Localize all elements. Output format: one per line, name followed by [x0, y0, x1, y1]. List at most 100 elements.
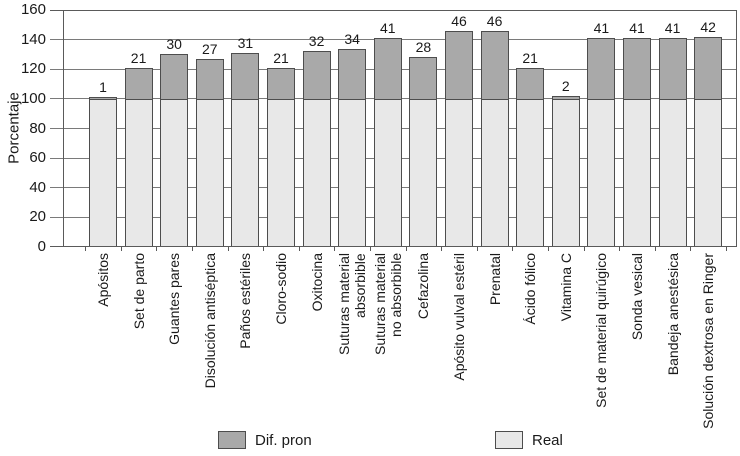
category-label: Guantes pares: [166, 253, 182, 345]
x-axis-tick: [726, 247, 727, 251]
plot-area: [50, 10, 737, 247]
bar-segment-real: [267, 98, 295, 247]
x-axis-tick: [192, 247, 193, 251]
category-label: Oxitocina: [309, 253, 325, 311]
category-label: Bandeja anestésica: [665, 253, 681, 375]
x-axis-tick: [227, 247, 229, 251]
category-label: Set de parto: [131, 253, 147, 329]
bar-segment-dif: [551, 95, 580, 100]
legend-item: Real: [495, 430, 563, 450]
y-axis-tick: [50, 246, 63, 247]
category-label: Paños estériles: [237, 253, 253, 349]
bar-segment-dif: [267, 67, 295, 100]
x-axis-tick: [156, 247, 158, 251]
x-axis-tick: [512, 247, 514, 251]
x-axis-tick: [583, 247, 585, 251]
bar-segment-dif: [516, 67, 545, 100]
x-axis-tick: [654, 247, 656, 251]
bar-segment-real: [551, 98, 580, 247]
category-label-text: Suturas material no absorbible: [371, 253, 404, 355]
category-label-text: Set de parto: [130, 253, 147, 330]
bar-segment-dif: [231, 52, 260, 100]
y-tick-label: 0: [37, 238, 46, 255]
category-label-text: Disolución antiséptica: [201, 253, 218, 389]
x-axis-tick: [120, 247, 122, 251]
category-label: Disolución antiséptica: [202, 253, 218, 388]
bar-value-label: 42: [700, 18, 716, 35]
category-label-text: Paños estériles: [237, 253, 254, 349]
category-label: Cloro-sodio: [273, 253, 289, 325]
category-label: Prenatal: [487, 253, 503, 305]
bar-segment-real: [373, 98, 402, 247]
category-label-text: Cefazolina: [415, 253, 432, 320]
bar-value-label: 46: [451, 12, 467, 29]
x-axis-tick: [476, 247, 478, 251]
category-label: Apósitos: [95, 253, 111, 307]
y-axis-title: Porcentaje: [5, 92, 23, 164]
bar-segment-dif: [302, 51, 331, 100]
bar-value-label: 28: [415, 39, 432, 56]
category-label: Suturas material absorbible: [336, 253, 368, 355]
bar-value-label: 41: [593, 20, 610, 37]
bar-value-label: 21: [522, 49, 538, 66]
bar-segment-dif: [195, 58, 224, 100]
category-label: Suturas material no absorbible: [372, 253, 404, 355]
category-label-text: Apósitos: [95, 253, 111, 307]
legend-swatch: [218, 431, 246, 449]
x-axis-tick: [370, 247, 371, 251]
category-label-text: Prenatal: [486, 253, 503, 306]
bar-segment-dif: [587, 38, 616, 100]
bar-segment-real: [89, 98, 117, 247]
bar-segment-dif: [658, 38, 687, 100]
category-label: Vitamina C: [558, 253, 574, 321]
bar-segment-real: [195, 98, 224, 247]
category-label-text: Guantes pares: [166, 253, 183, 345]
category-label: Ácido fólico: [522, 253, 538, 325]
bar-segment-dif: [124, 67, 153, 100]
category-label-text: Sonda vesical: [629, 253, 645, 341]
bar-segment-dif: [480, 30, 509, 100]
bar-segment-real: [694, 98, 723, 247]
bar-value-label: 32: [308, 33, 325, 50]
y-tick-label: 40: [29, 178, 46, 196]
bar-segment-real: [338, 98, 367, 247]
x-axis-tick: [619, 247, 621, 251]
bar-value-label: 21: [273, 49, 289, 66]
x-axis-tick: [334, 247, 336, 251]
category-label-text: Apósito vulval estéril: [451, 253, 467, 381]
x-axis-tick: [263, 247, 265, 251]
category-label: Solución dextrosa en Ringer: [700, 253, 716, 429]
bar-value-label: 27: [202, 40, 218, 57]
x-axis-tick: [548, 247, 549, 251]
bar-segment-dif: [160, 54, 189, 100]
category-label: Set de material quirúgico: [593, 253, 609, 408]
y-tick-label: 100: [20, 89, 46, 107]
y-tick-label: 80: [29, 119, 46, 137]
bar-value-label: 41: [380, 20, 396, 37]
x-axis-tick: [441, 247, 443, 251]
bar-value-label: 30: [166, 36, 182, 53]
bar-segment-dif: [373, 38, 402, 100]
legend-item: Dif. pron: [218, 430, 312, 450]
y-tick-label: 20: [29, 208, 46, 226]
legend-swatch: [495, 431, 523, 449]
bar-value-label: 34: [344, 30, 360, 47]
y-tick-label: 60: [29, 149, 46, 167]
bar-segment-real: [302, 98, 331, 247]
y-tick-label: 120: [20, 60, 46, 78]
category-label-text: Cloro-sodio: [273, 253, 289, 325]
bar-value-label: 46: [486, 12, 503, 29]
x-axis-tick: [85, 247, 87, 251]
bar-segment-real: [480, 98, 509, 247]
bar-value-label: 41: [629, 20, 645, 37]
category-label-text: Solución dextrosa en Ringer: [700, 253, 717, 429]
bar-value-label: 41: [664, 20, 681, 37]
bar-value-label: 21: [130, 49, 147, 66]
category-label-text: Suturas material absorbible: [336, 253, 369, 355]
y-tick-label: 140: [20, 30, 46, 48]
x-axis-tick: [405, 247, 407, 251]
y-axis-tick: [50, 10, 63, 11]
x-axis-tick: [690, 247, 692, 251]
bar-segment-dif: [338, 48, 367, 100]
